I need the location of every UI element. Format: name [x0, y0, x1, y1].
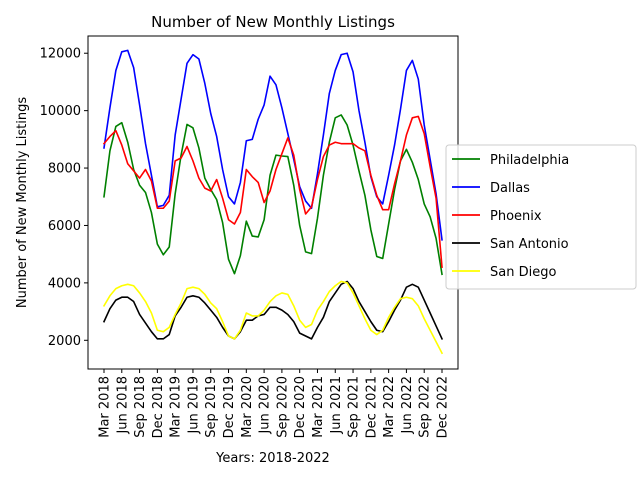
x-tick-label: Dec 2021 [364, 376, 379, 438]
legend-label: Philadelphia [490, 153, 569, 168]
x-tick-label: Jun 2021 [329, 376, 344, 435]
y-tick-label: 2000 [48, 334, 81, 349]
series-line-phoenix [102, 115, 443, 268]
chart-title: Number of New Monthly Listings [151, 13, 395, 31]
series-line-san-diego [102, 280, 444, 355]
y-tick-label: 10000 [40, 104, 81, 119]
x-axis: Mar 2018 Jun 2018 Sep 2018 Dec 2018 Mar 2019… [98, 369, 451, 438]
x-tick-label: Sep 2019 [204, 376, 219, 438]
legend-box [445, 144, 637, 290]
series-line-philadelphia [103, 114, 443, 276]
x-tick-label: Dec 2022 [436, 376, 451, 438]
x-axis-title: Years: 2018-2022 [215, 451, 330, 466]
x-tick-label: Sep 2022 [418, 376, 433, 438]
y-tick-label: 4000 [48, 276, 81, 291]
legend-label: San Diego [490, 265, 556, 280]
legend-label: San Antonio [490, 237, 569, 252]
x-tick-label: Mar 2021 [311, 376, 326, 438]
y-axis-title: Number of New Monthly Listings [15, 97, 30, 309]
x-tick-label: Jun 2022 [400, 376, 415, 435]
x-tick-label: Mar 2022 [382, 376, 397, 438]
x-tick-label: Dec 2018 [151, 376, 166, 438]
x-tick-label: Dec 2020 [293, 376, 308, 438]
x-tick-label: Jun 2019 [186, 376, 201, 435]
y-tick-label: 8000 [48, 162, 81, 177]
series-line-san-antonio [102, 280, 444, 340]
x-tick-label: Jun 2020 [258, 376, 273, 435]
series-line-dallas [103, 49, 443, 241]
legend: Philadelphia Dallas Phoenix San Antonio San … [445, 144, 637, 290]
y-axis: 2000 4000 6000 8000 10000 12000 [40, 47, 88, 349]
legend-label: Phoenix [490, 209, 542, 224]
x-tick-label: Sep 2020 [275, 376, 290, 438]
y-tick-label: 6000 [48, 219, 81, 234]
x-tick-label: Sep 2018 [133, 376, 148, 438]
x-tick-label: Mar 2019 [169, 376, 184, 438]
y-tick-label: 12000 [40, 47, 81, 62]
x-tick-label: Mar 2020 [240, 376, 255, 438]
x-tick-label: Sep 2021 [347, 376, 362, 438]
legend-label: Dallas [490, 181, 530, 196]
x-tick-label: Dec 2019 [222, 376, 237, 438]
x-tick-label: Jun 2018 [115, 376, 130, 435]
x-tick-label: Mar 2018 [98, 376, 113, 438]
